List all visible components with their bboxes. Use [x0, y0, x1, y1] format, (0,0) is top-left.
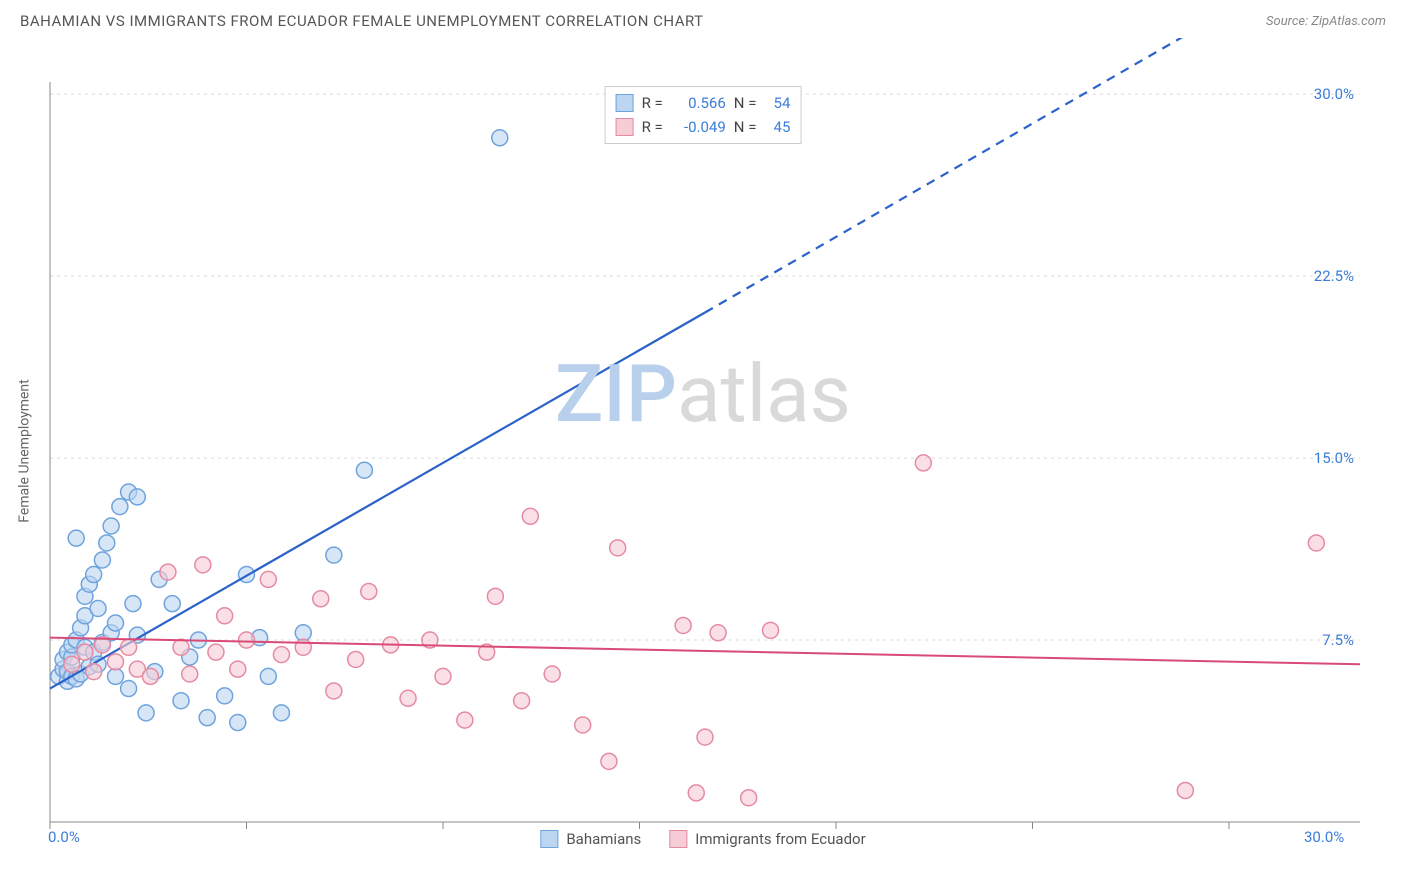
- chart-area: Female Unemployment ZIPatlas 7.5%15.0%22…: [0, 38, 1406, 848]
- correlation-legend: R =0.566 N =54R =-0.049 N =45: [605, 86, 802, 144]
- chart-title: BAHAMIAN VS IMMIGRANTS FROM ECUADOR FEMA…: [20, 12, 704, 30]
- scatter-chart: 7.5% 15.0% 22.5% 30.0%: [0, 38, 1406, 848]
- legend-swatch: [616, 94, 634, 112]
- legend-item: Bahamians: [540, 830, 641, 848]
- x-axis-max-label: 30.0%: [1304, 828, 1344, 846]
- svg-text:30.0%: 30.0%: [1314, 85, 1354, 103]
- legend-item: Immigrants from Ecuador: [669, 830, 865, 848]
- legend-swatch: [616, 118, 634, 136]
- x-axis-min-label: 0.0%: [48, 828, 80, 846]
- series-legend: Bahamians Immigrants from Ecuador: [540, 830, 865, 848]
- svg-text:22.5%: 22.5%: [1314, 267, 1354, 285]
- svg-text:15.0%: 15.0%: [1314, 449, 1354, 467]
- svg-text:7.5%: 7.5%: [1322, 631, 1354, 649]
- y-axis-label: Female Unemployment: [16, 379, 32, 523]
- source-label: Source: ZipAtlas.com: [1266, 14, 1386, 29]
